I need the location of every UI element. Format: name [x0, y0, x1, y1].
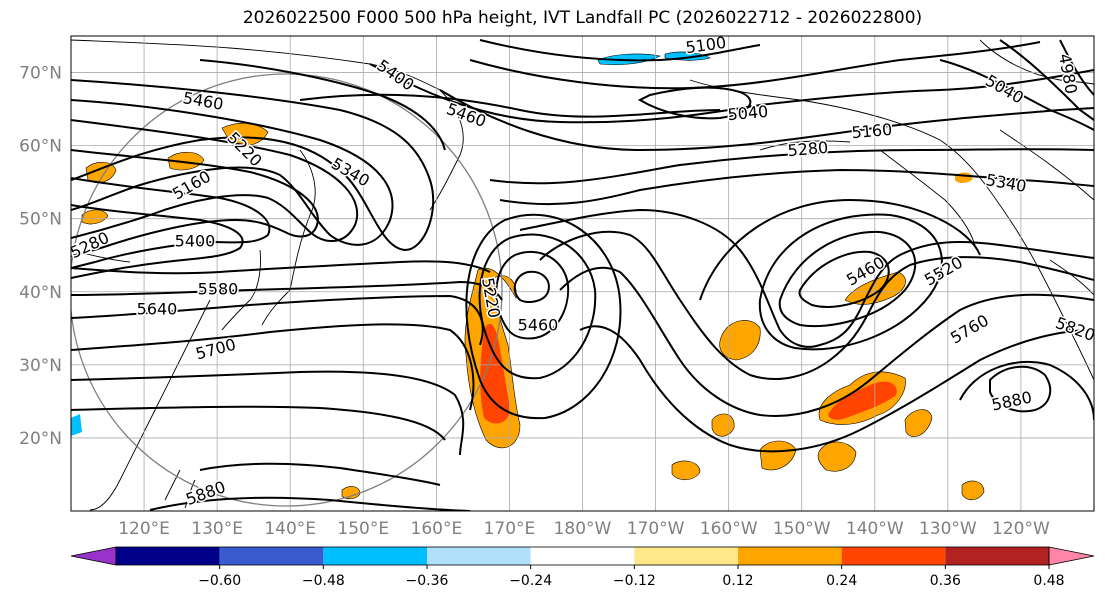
ivt-patch-west-pac — [341, 486, 361, 500]
colorbar-segment — [323, 547, 427, 565]
contour-label: 5160 — [851, 120, 893, 142]
lon-label: 140°W — [846, 519, 904, 539]
ivt-patch-hawaii-west — [719, 320, 761, 361]
colorbar-segment — [530, 547, 635, 565]
ivt-patch-south5 — [671, 460, 701, 481]
colorbar-extend-low — [70, 546, 117, 566]
colorbar: −0.60 −0.48 −0.36 −0.24 −0.12 0.12 0.24 0.36 0.4… — [70, 546, 1095, 589]
ivt-patch-south4 — [711, 413, 735, 437]
contour-label: 5580 — [198, 280, 239, 299]
colorbar-tick-label: 0.24 — [826, 573, 857, 589]
lon-label: 170°W — [627, 519, 685, 539]
colorbar-tick-label: −0.12 — [613, 573, 656, 589]
colorbar-tick-label: −0.24 — [509, 573, 552, 589]
lon-label: 160°E — [411, 519, 463, 539]
coastlines — [71, 39, 1094, 511]
radius-circle — [71, 73, 503, 507]
ivt-patch-south3 — [904, 409, 933, 437]
ivt-core-east-pacific — [828, 381, 897, 420]
ivt-core-central-pacific — [480, 323, 510, 424]
lat-label: 60°N — [19, 137, 62, 157]
ivt-patch-south1 — [817, 441, 857, 472]
ivt-patch-south6 — [961, 480, 985, 501]
contour-label: 5400 — [175, 232, 216, 251]
colorbar-segment — [945, 547, 1049, 565]
lat-label: 40°N — [19, 283, 62, 303]
colorbar-tick-label: 0.12 — [722, 573, 753, 589]
colorbar-tick-label: −0.48 — [302, 573, 345, 589]
contour-label: 5460 — [518, 316, 559, 335]
contour-label: 5640 — [137, 300, 178, 319]
colorbar-tick-label: 0.48 — [1033, 573, 1064, 589]
latitude-labels: 70°N 60°N 50°N 40°N 30°N 20°N — [19, 64, 62, 449]
lat-label: 50°N — [19, 210, 62, 230]
colorbar-segment — [634, 547, 738, 565]
lat-label: 20°N — [19, 429, 62, 449]
map-title: 2026022500 F000 500 hPa height, IVT Land… — [242, 8, 923, 28]
lon-label: 130°E — [191, 519, 243, 539]
colorbar-tick-label: 0.36 — [930, 573, 961, 589]
lon-label: 180°W — [554, 519, 612, 539]
lat-label: 30°N — [19, 356, 62, 376]
colorbar-tick-label: −0.60 — [198, 573, 241, 589]
ivt-negative-sw — [71, 414, 82, 436]
ivt-patch-okhotsk — [167, 151, 205, 171]
colorbar-segment — [116, 547, 220, 565]
colorbar-segment — [841, 547, 946, 565]
lon-label: 120°W — [992, 519, 1050, 539]
contour-label: 5040 — [727, 102, 769, 124]
lon-label: 130°W — [919, 519, 977, 539]
colorbar-tick-label: −0.36 — [406, 573, 449, 589]
lon-label: 150°E — [337, 519, 389, 539]
lon-label: 140°E — [264, 519, 316, 539]
map-frame — [70, 35, 1095, 512]
colorbar-frame — [115, 546, 1050, 566]
contour-label: 5280 — [787, 138, 829, 160]
lat-label: 70°N — [19, 64, 62, 84]
longitude-labels: 120°E 130°E 140°E 150°E 160°E 170°E 180°W 170°W… — [118, 519, 1050, 539]
colorbar-segment — [427, 547, 531, 565]
colorbar-segment — [219, 547, 324, 565]
ivt-patch-siberia2 — [81, 209, 109, 225]
lon-label: 150°W — [773, 519, 831, 539]
lon-label: 160°W — [700, 519, 758, 539]
colorbar-extend-high — [1048, 546, 1095, 566]
height-contours — [71, 39, 1094, 511]
lon-label: 170°E — [484, 519, 536, 539]
lon-label: 120°E — [118, 519, 170, 539]
colorbar-segment — [738, 547, 842, 565]
